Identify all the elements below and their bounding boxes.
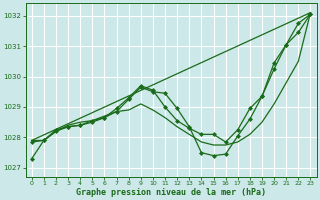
X-axis label: Graphe pression niveau de la mer (hPa): Graphe pression niveau de la mer (hPa) [76, 188, 266, 197]
